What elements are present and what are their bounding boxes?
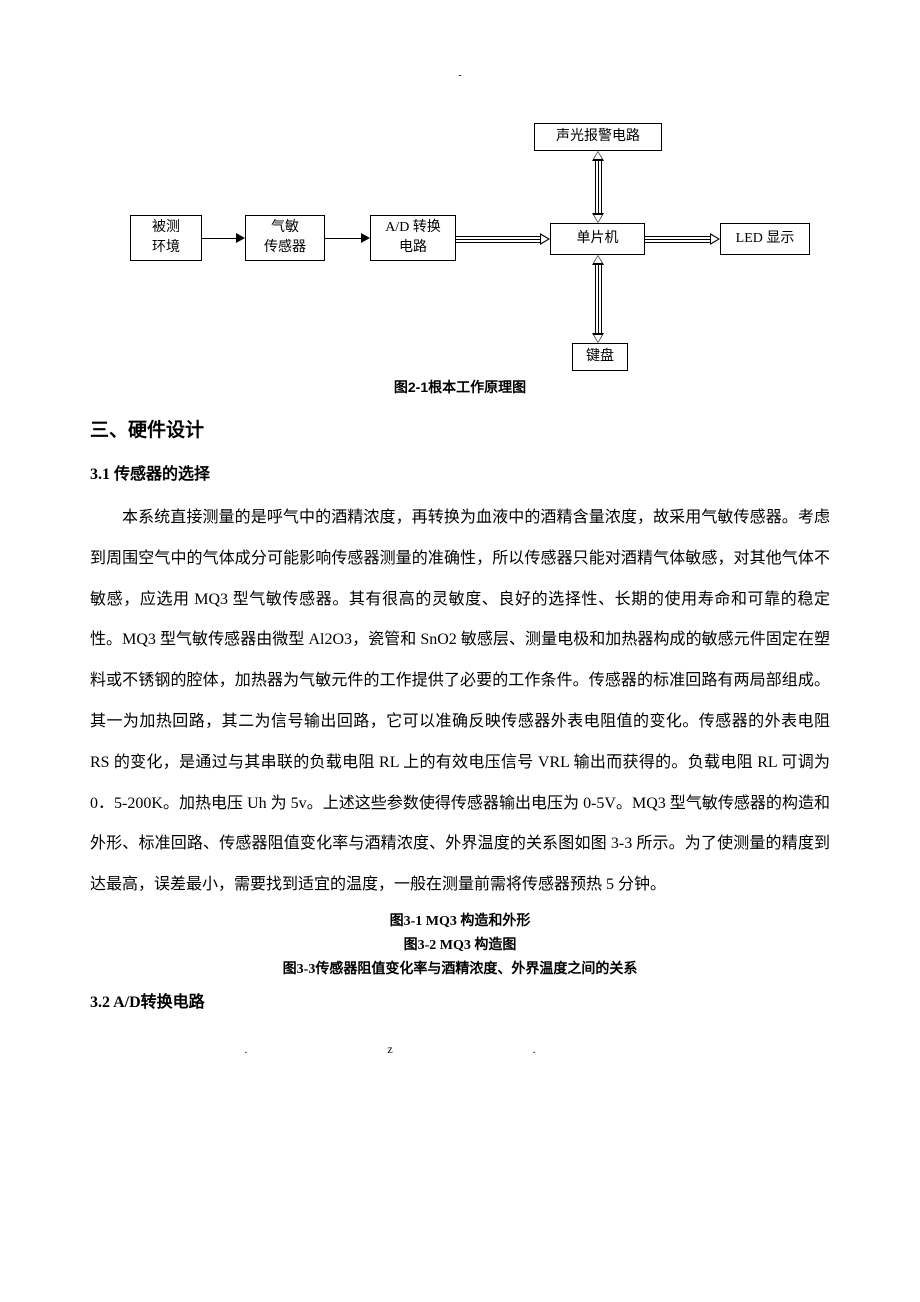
box-mcu: 单片机 (550, 223, 645, 255)
figure-2-1-caption: 图2-1根本工作原理图 (90, 377, 830, 397)
figure-3-1-caption: 图3-1 MQ3 构造和外形 (90, 910, 830, 930)
box-mcu-label: 单片机 (577, 229, 619, 249)
heading-sensor-selection: 3.1 传感器的选择 (90, 460, 830, 484)
arrowhead-mcu-kb-down (592, 333, 604, 343)
box-keyboard: 键盘 (572, 343, 628, 371)
arrowhead-mcu-alarm-down (592, 213, 604, 223)
arrow-sensor-adc (325, 238, 361, 239)
arrowhead-mcu-kb-up (592, 255, 604, 265)
box-env: 被测 环境 (130, 215, 202, 261)
footer-dot-right: z. (387, 1042, 675, 1056)
arrow-env-sensor (202, 238, 236, 239)
box-led-label: LED 显示 (736, 229, 795, 249)
heading-hardware-design: 三、硬件设计 (90, 415, 830, 442)
box-alarm-label: 声光报警电路 (556, 127, 640, 147)
box-env-label: 被测 环境 (152, 218, 180, 257)
box-sensor: 气敏 传感器 (245, 215, 325, 261)
arrow-mcu-alarm (598, 161, 599, 213)
arrowhead-env-sensor (236, 233, 245, 243)
footer-dot-left: . (244, 1042, 387, 1056)
sensor-paragraph: 本系统直接测量的是呼气中的酒精浓度，再转换为血液中的酒精含量浓度，故采用气敏传感… (90, 498, 830, 906)
heading-adc-circuit: 3.2 A/D转换电路 (90, 988, 830, 1012)
arrow-mcu-led (645, 239, 710, 240)
figure-3-3-caption: 图3-3传感器阻值变化率与酒精浓度、外界温度之间的关系 (90, 958, 830, 978)
arrowhead-adc-mcu (540, 233, 550, 245)
arrow-mcu-keyboard (598, 265, 599, 333)
arrowhead-sensor-adc (361, 233, 370, 243)
arrowhead-mcu-led (710, 233, 720, 245)
box-adc-label: A/D 转换 电路 (385, 218, 441, 257)
page-header-mark: - (90, 70, 830, 81)
arrow-adc-mcu (456, 239, 540, 240)
box-alarm: 声光报警电路 (534, 123, 662, 151)
block-diagram: 声光报警电路 被测 环境 气敏 传感器 A/D 转换 电路 单片机 LED 显示… (90, 87, 830, 367)
page-footer: .z. (90, 1042, 830, 1057)
arrowhead-mcu-alarm-up (592, 151, 604, 161)
box-sensor-label: 气敏 传感器 (264, 218, 306, 257)
box-adc: A/D 转换 电路 (370, 215, 456, 261)
figure-3-2-caption: 图3-2 MQ3 构造图 (90, 934, 830, 954)
box-keyboard-label: 键盘 (586, 347, 614, 367)
box-led: LED 显示 (720, 223, 810, 255)
